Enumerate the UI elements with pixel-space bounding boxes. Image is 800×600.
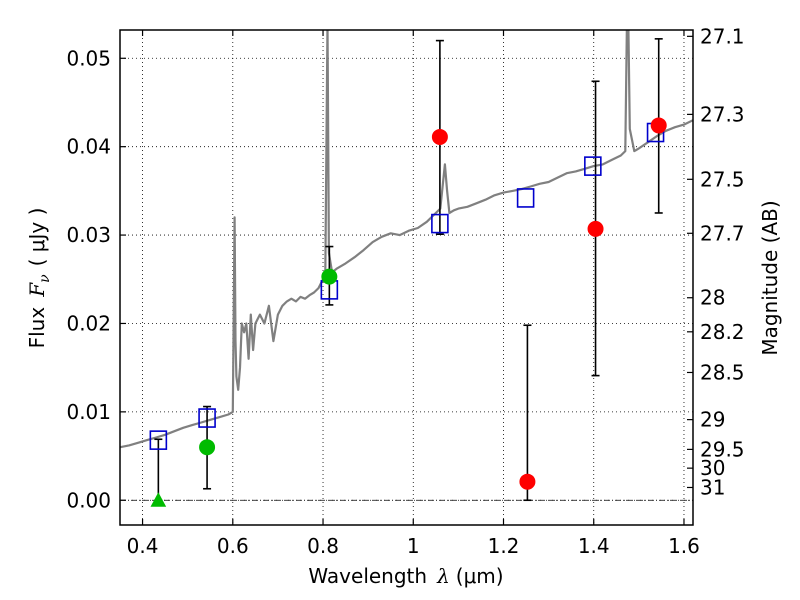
y2-tick-label: 29 <box>700 408 725 432</box>
y2-tick-label: 28.2 <box>700 320 745 344</box>
upper-limit-point <box>150 492 167 507</box>
x-axis-label-text: Wavelength <box>308 564 427 588</box>
y-axis-label-symbol: F <box>25 282 49 298</box>
observed-flux-point <box>650 117 667 134</box>
model-photometry-point <box>584 156 602 176</box>
y-tick-label: 0.01 <box>66 400 111 424</box>
model-photometry-point <box>149 430 168 450</box>
plot-frame <box>119 29 694 526</box>
y-axis-ticks: 0.00 0.01 0.02 0.03 0.04 0.05 <box>66 46 126 512</box>
model-spectrum-line <box>120 30 693 449</box>
plot-background <box>120 30 693 525</box>
observed-flux-point <box>587 220 604 237</box>
plot-area <box>120 30 693 507</box>
y2-tick-label: 28 <box>700 286 725 310</box>
observed-flux-point <box>519 473 536 490</box>
y-tick-label: 0.05 <box>66 46 111 70</box>
plot-border <box>119 29 694 526</box>
y2-tick-label: 27.7 <box>700 221 745 245</box>
y2-tick-label: 30 <box>700 456 725 480</box>
y-tick-label: 0.04 <box>66 135 111 159</box>
y2-tick-label: 31 <box>700 475 725 499</box>
observed-flux-point <box>199 439 216 456</box>
x-axis-label-symbol: λ <box>436 564 450 588</box>
y2-tick-label: 28.5 <box>700 360 745 384</box>
y-tick-label: 0.03 <box>66 223 111 247</box>
model-photometry-point <box>198 408 216 428</box>
x-axis-label-unit: (μm) <box>456 564 504 588</box>
x-tick-label: 1 <box>407 534 420 558</box>
x-axis-ticks: 0.4 0.6 0.8 1 1.2 1.4 1.6 <box>127 30 700 558</box>
x-tick-label: 0.8 <box>307 534 339 558</box>
y2-tick-label: 27.1 <box>700 24 745 48</box>
y-axis-label-text: Flux <box>25 307 49 349</box>
y-axis-label-subscript: ν <box>37 274 53 283</box>
y2-tick-label: 27.3 <box>700 102 745 126</box>
x-tick-label: 1.6 <box>668 534 700 558</box>
y-axis-label-unit: ( μJy ) <box>25 208 49 267</box>
y-tick-label: 0.00 <box>66 488 111 512</box>
observed-flux-point <box>431 128 448 145</box>
y-axis-label: Flux Fν ( μJy ) <box>25 208 53 349</box>
x-tick-label: 0.4 <box>127 534 159 558</box>
x-tick-label: 1.4 <box>578 534 610 558</box>
x-tick-label: 1.2 <box>488 534 520 558</box>
y2-tick-label: 27.5 <box>700 167 745 191</box>
y2-axis-label: Magnitude (AB) <box>758 200 782 355</box>
observed-flux-point <box>321 268 338 285</box>
model-photometry-point <box>516 188 535 208</box>
x-tick-label: 0.6 <box>217 534 249 558</box>
x-axis-label: Wavelength λ (μm) <box>308 564 503 588</box>
y-tick-label: 0.02 <box>66 311 111 335</box>
y2-tick-label: 29.5 <box>700 437 745 461</box>
model-photometry-point <box>431 213 449 234</box>
